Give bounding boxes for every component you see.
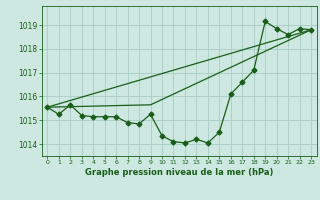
X-axis label: Graphe pression niveau de la mer (hPa): Graphe pression niveau de la mer (hPa) (85, 168, 273, 177)
